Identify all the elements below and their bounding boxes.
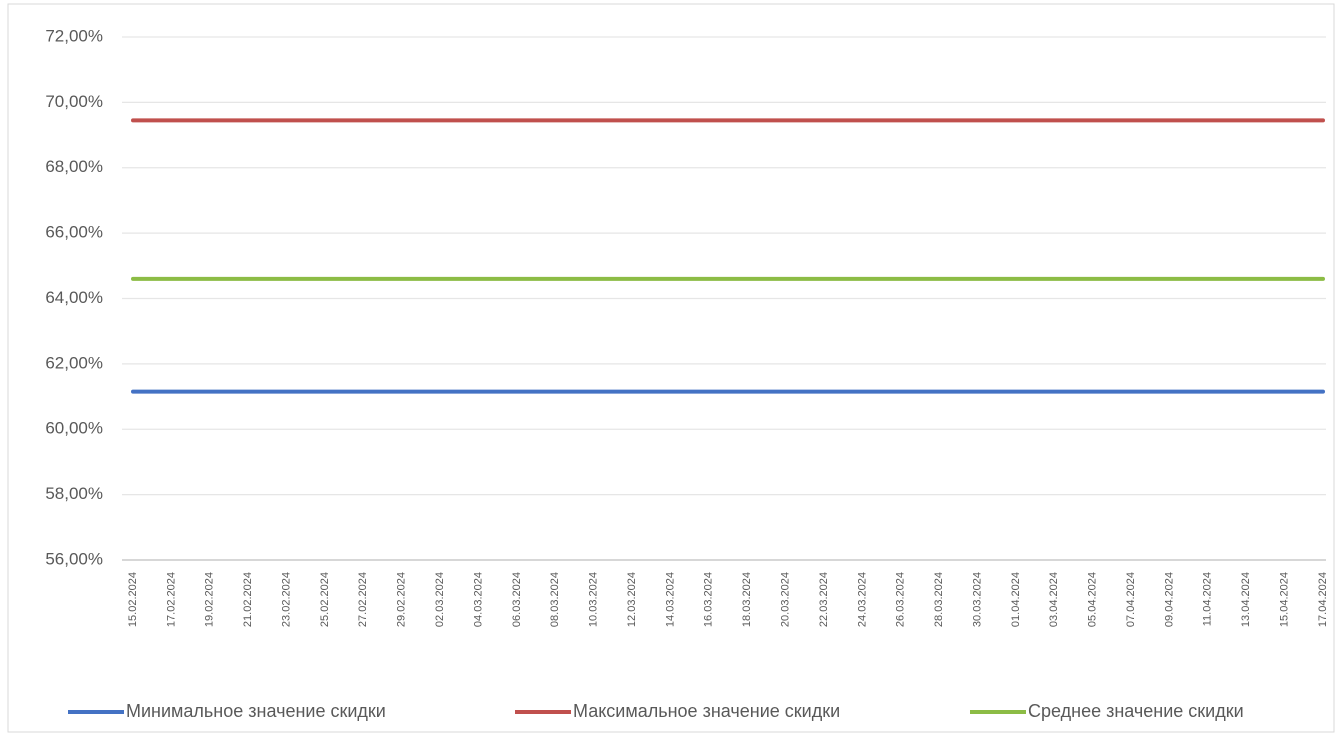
x-tick-label: 17.04.2024 — [1317, 572, 1329, 627]
x-tick-label: 05.04.2024 — [1087, 572, 1099, 627]
x-tick-label: 20.03.2024 — [779, 572, 791, 627]
x-tick-label: 09.04.2024 — [1163, 572, 1175, 627]
x-tick-label: 17.02.2024 — [165, 572, 177, 627]
x-tick-label: 14.03.2024 — [664, 572, 676, 627]
x-tick-label: 13.04.2024 — [1240, 572, 1252, 627]
x-tick-label: 10.03.2024 — [588, 572, 600, 627]
chart-frame — [7, 3, 1335, 733]
x-tick-label: 16.03.2024 — [703, 572, 715, 627]
y-tick-label: 72,00% — [45, 26, 103, 45]
x-tick-label: 27.02.2024 — [357, 572, 369, 627]
x-tick-label: 06.03.2024 — [511, 572, 523, 627]
y-tick-label: 66,00% — [45, 223, 103, 242]
y-tick-label: 56,00% — [45, 549, 103, 568]
x-tick-label: 18.03.2024 — [741, 572, 753, 627]
legend-label: Минимальное значение скидки — [126, 701, 386, 721]
y-tick-label: 68,00% — [45, 157, 103, 176]
x-tick-label: 12.03.2024 — [626, 572, 638, 627]
x-tick-label: 15.04.2024 — [1279, 572, 1291, 627]
x-tick-label: 21.02.2024 — [242, 572, 254, 627]
x-tick-label: 26.03.2024 — [895, 572, 907, 627]
x-tick-label: 29.02.2024 — [396, 572, 408, 627]
y-tick-label: 62,00% — [45, 353, 103, 372]
x-tick-label: 22.03.2024 — [818, 572, 830, 627]
x-tick-label: 24.03.2024 — [856, 572, 868, 627]
y-tick-label: 64,00% — [45, 288, 103, 307]
x-tick-label: 25.02.2024 — [319, 572, 331, 627]
legend-label: Максимальное значение скидки — [573, 701, 840, 721]
y-tick-label: 60,00% — [45, 419, 103, 438]
x-tick-label: 15.02.2024 — [127, 572, 139, 627]
x-tick-label: 19.02.2024 — [204, 572, 216, 627]
x-tick-label: 11.04.2024 — [1202, 572, 1214, 626]
y-tick-label: 58,00% — [45, 484, 103, 503]
x-tick-label: 04.03.2024 — [472, 572, 484, 627]
x-tick-label: 02.03.2024 — [434, 572, 446, 627]
x-tick-label: 03.04.2024 — [1048, 572, 1060, 627]
x-tick-label: 07.04.2024 — [1125, 572, 1137, 627]
x-tick-label: 23.02.2024 — [280, 572, 292, 627]
x-tick-label: 08.03.2024 — [549, 572, 561, 627]
x-tick-label: 28.03.2024 — [933, 572, 945, 627]
y-tick-label: 70,00% — [45, 92, 103, 111]
legend-label: Среднее значение скидки — [1028, 701, 1244, 721]
x-tick-label: 01.04.2024 — [1010, 572, 1022, 627]
x-tick-label: 30.03.2024 — [971, 572, 983, 627]
